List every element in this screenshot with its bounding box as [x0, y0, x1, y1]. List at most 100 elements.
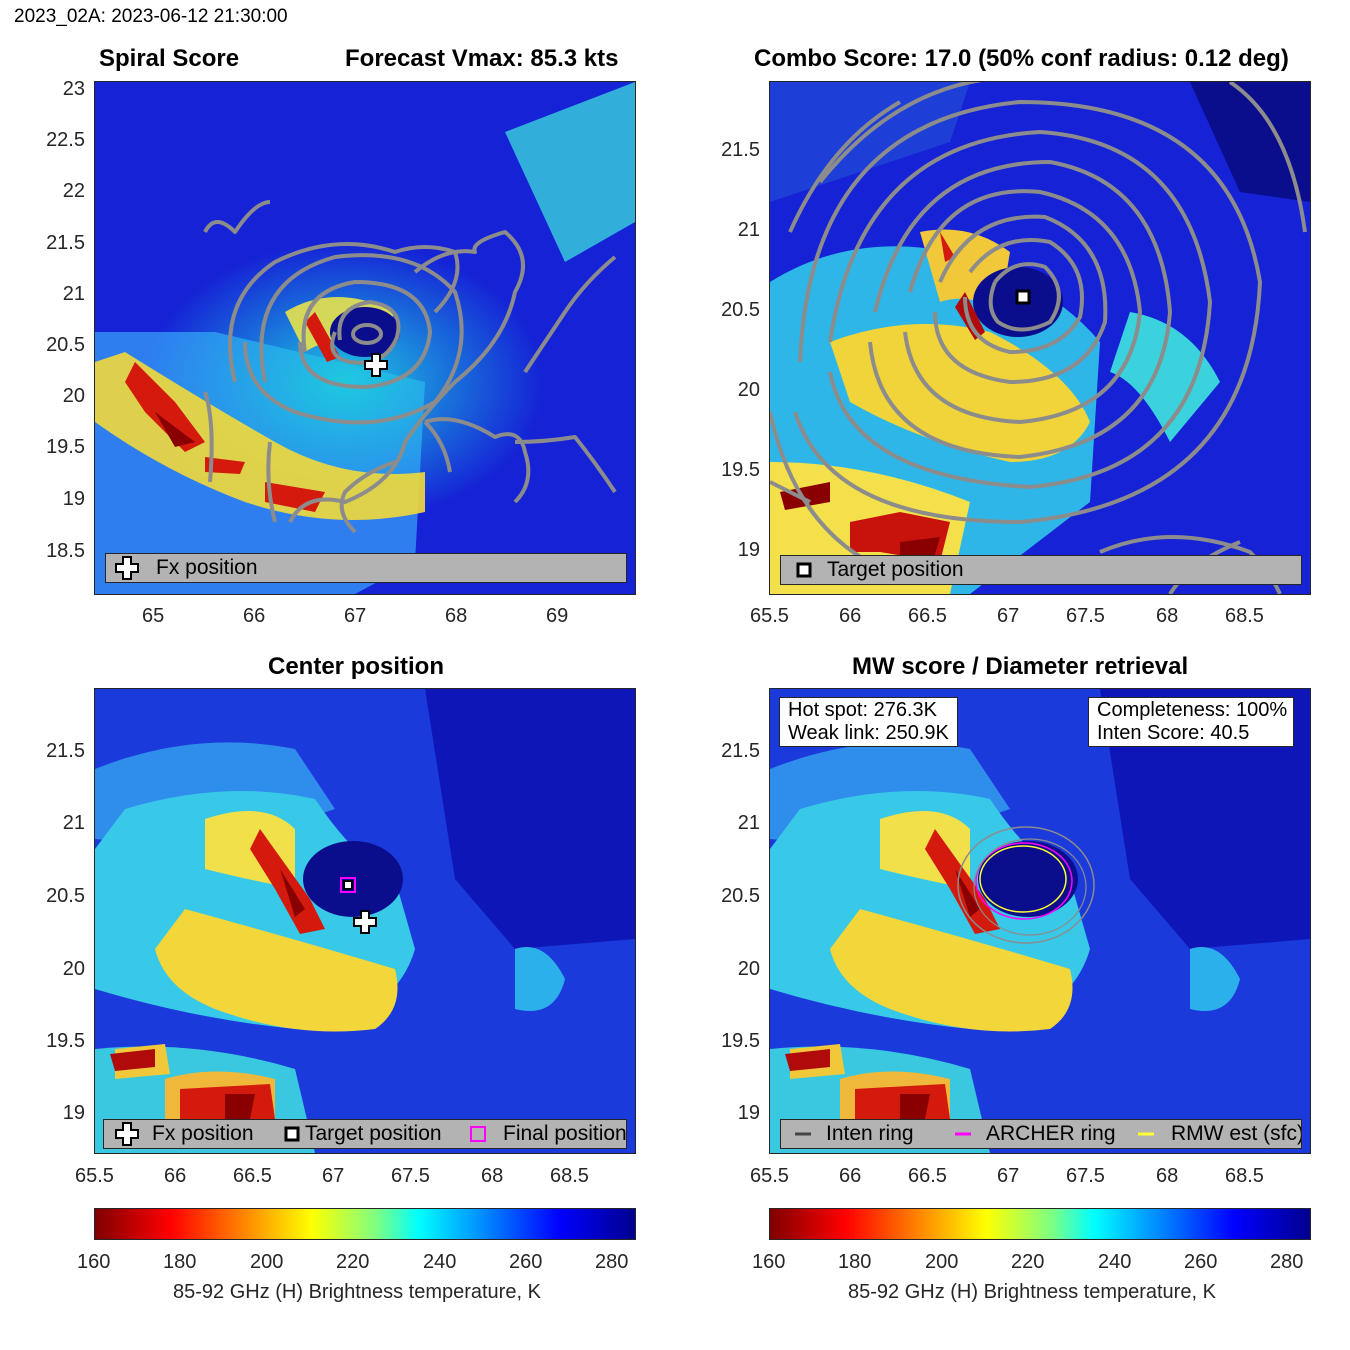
- mw-legend-rmw: RMW est (sfc): [1171, 1122, 1302, 1145]
- xtick: 65.5: [750, 1165, 789, 1187]
- ytick: 21: [62, 283, 85, 305]
- vmax-title: Forecast Vmax: 85.3 kts: [345, 45, 619, 72]
- cbar-tick: 180: [838, 1251, 872, 1273]
- cbar-tick: 200: [250, 1251, 284, 1273]
- xtick: 67: [997, 605, 1020, 627]
- mw-title: MW score / Diameter retrieval: [852, 653, 1189, 680]
- cbar-tick: 220: [336, 1251, 370, 1273]
- colorbar-left-label: 85-92 GHz (H) Brightness temperature, K: [173, 1281, 541, 1303]
- ytick: 21: [737, 219, 760, 241]
- center-legend: Fx position Target position Final positi…: [103, 1119, 627, 1149]
- mw-hot-weak-box: Hot spot: 276.3K Weak link: 250.9K: [779, 697, 958, 747]
- xtick: 65: [142, 605, 165, 627]
- mw-legend-archer: ARCHER ring: [986, 1122, 1116, 1145]
- center-plot: Fx position Target position Final positi…: [94, 688, 636, 1154]
- center-legend-final: Final position: [503, 1122, 627, 1145]
- ytick: 20: [62, 958, 85, 980]
- ytick: 20: [737, 958, 760, 980]
- xtick: 67: [997, 1165, 1020, 1187]
- ytick: 20: [737, 379, 760, 401]
- ytick: 20.5: [721, 885, 760, 907]
- xtick: 65.5: [75, 1165, 114, 1187]
- colorbar-left: [94, 1208, 636, 1240]
- mw-legend-inten: Inten ring: [826, 1122, 914, 1145]
- cbar-tick: 180: [163, 1251, 197, 1273]
- spiral-legend-fx: Fx position: [156, 556, 258, 579]
- mw-hot-spot: Hot spot: 276.3K: [788, 699, 937, 721]
- xtick: 68.5: [550, 1165, 589, 1187]
- xtick: 69: [546, 605, 569, 627]
- cbar-tick: 160: [77, 1251, 111, 1273]
- xtick: 67.5: [1066, 605, 1105, 627]
- mw-completeness: Completeness: 100%: [1097, 699, 1288, 721]
- ytick: 21: [62, 812, 85, 834]
- center-legend-fx: Fx position: [152, 1122, 254, 1145]
- spiral-fx-marker: [364, 353, 388, 377]
- cbar-tick: 260: [509, 1251, 543, 1273]
- xtick: 66.5: [233, 1165, 272, 1187]
- ytick: 18.5: [46, 540, 85, 562]
- ytick: 22.5: [46, 129, 85, 151]
- center-legend-target: Target position: [305, 1122, 442, 1145]
- ytick: 19.5: [46, 1030, 85, 1052]
- combo-title: Combo Score: 17.0 (50% conf radius: 0.12…: [754, 45, 1289, 72]
- combo-legend-target: Target position: [827, 558, 964, 581]
- cbar-tick: 240: [423, 1251, 457, 1273]
- ytick: 21.5: [721, 740, 760, 762]
- mw-legend: Inten ring ARCHER ring RMW est (sfc): [780, 1119, 1302, 1149]
- ytick: 21.5: [46, 232, 85, 254]
- colorbar-right: [769, 1208, 1311, 1240]
- center-title: Center position: [268, 653, 445, 680]
- xtick: 66: [243, 605, 266, 627]
- xtick: 67: [344, 605, 367, 627]
- xtick: 66.5: [908, 605, 947, 627]
- xtick: 68: [445, 605, 468, 627]
- spiral-legend: Fx position: [105, 553, 627, 583]
- combo-target-marker: [1015, 289, 1031, 305]
- ytick: 19: [62, 488, 85, 510]
- ytick: 22: [62, 180, 85, 202]
- xtick: 68.5: [1225, 1165, 1264, 1187]
- ytick: 19: [62, 1102, 85, 1124]
- xtick: 68: [481, 1165, 504, 1187]
- mw-completeness-box: Completeness: 100% Inten Score: 40.5: [1088, 697, 1294, 747]
- xtick: 67.5: [1066, 1165, 1105, 1187]
- xtick: 67.5: [391, 1165, 430, 1187]
- combo-legend: Target position: [780, 555, 1302, 585]
- ytick: 19.5: [721, 1030, 760, 1052]
- cbar-tick: 280: [595, 1251, 629, 1273]
- mw-archer-ring: [975, 842, 1073, 920]
- xtick: 68.5: [1225, 605, 1264, 627]
- mw-plot: Hot spot: 276.3K Weak link: 250.9K Compl…: [769, 688, 1311, 1154]
- cbar-tick: 200: [925, 1251, 959, 1273]
- xtick: 66: [839, 605, 862, 627]
- cbar-tick: 160: [752, 1251, 786, 1273]
- cbar-tick: 240: [1098, 1251, 1132, 1273]
- spiral-plot: Fx position: [94, 81, 636, 595]
- xtick: 66: [839, 1165, 862, 1187]
- ytick: 21.5: [721, 139, 760, 161]
- mw-inten-score: Inten Score: 40.5: [1097, 722, 1250, 744]
- mw-weak-link: Weak link: 250.9K: [788, 722, 949, 744]
- spiral-title: Spiral Score: [99, 45, 240, 72]
- cbar-tick: 220: [1011, 1251, 1045, 1273]
- xtick: 67: [322, 1165, 345, 1187]
- combo-plot: Target position: [769, 81, 1311, 595]
- ytick: 20.5: [46, 334, 85, 356]
- ytick: 20.5: [46, 885, 85, 907]
- ytick: 19: [737, 539, 760, 561]
- colorbar-right-label: 85-92 GHz (H) Brightness temperature, K: [848, 1281, 1216, 1303]
- xtick: 65.5: [750, 605, 789, 627]
- ytick: 19.5: [46, 436, 85, 458]
- xtick: 66: [164, 1165, 187, 1187]
- cbar-tick: 260: [1184, 1251, 1218, 1273]
- center-fx-marker: [353, 910, 377, 934]
- xtick: 66.5: [908, 1165, 947, 1187]
- ytick: 23: [62, 78, 85, 100]
- center-final-marker: [340, 877, 356, 893]
- cbar-tick: 280: [1270, 1251, 1304, 1273]
- ytick: 21: [737, 812, 760, 834]
- xtick: 68: [1156, 605, 1179, 627]
- ytick: 20: [62, 385, 85, 407]
- ytick: 19.5: [721, 459, 760, 481]
